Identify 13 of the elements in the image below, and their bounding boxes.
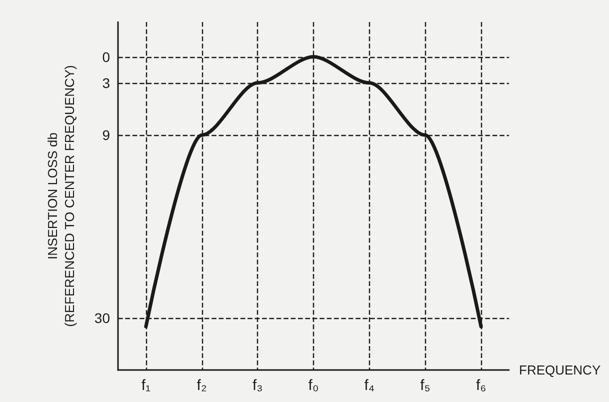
y-tick-label: 30 <box>94 310 110 326</box>
y-tick-label: 9 <box>102 127 110 144</box>
x-tick-label: f₁ <box>141 377 151 394</box>
x-tick-label: f₀ <box>308 377 319 394</box>
y-axis-title: INSERTION LOSS db (REFERENCED TO CENTER FREQUENCY) <box>45 65 77 327</box>
x-tick-label: f₃ <box>252 377 263 394</box>
x-axis-title: FREQUENCY <box>519 362 601 378</box>
x-tick-label: f₂ <box>196 377 207 394</box>
x-tick-label: f₄ <box>364 377 375 394</box>
y-tick-label: 3 <box>102 74 110 91</box>
x-tick-label: f₆ <box>476 377 486 394</box>
y-tick-label: 0 <box>102 48 110 65</box>
x-tick-label: f₅ <box>420 377 430 394</box>
